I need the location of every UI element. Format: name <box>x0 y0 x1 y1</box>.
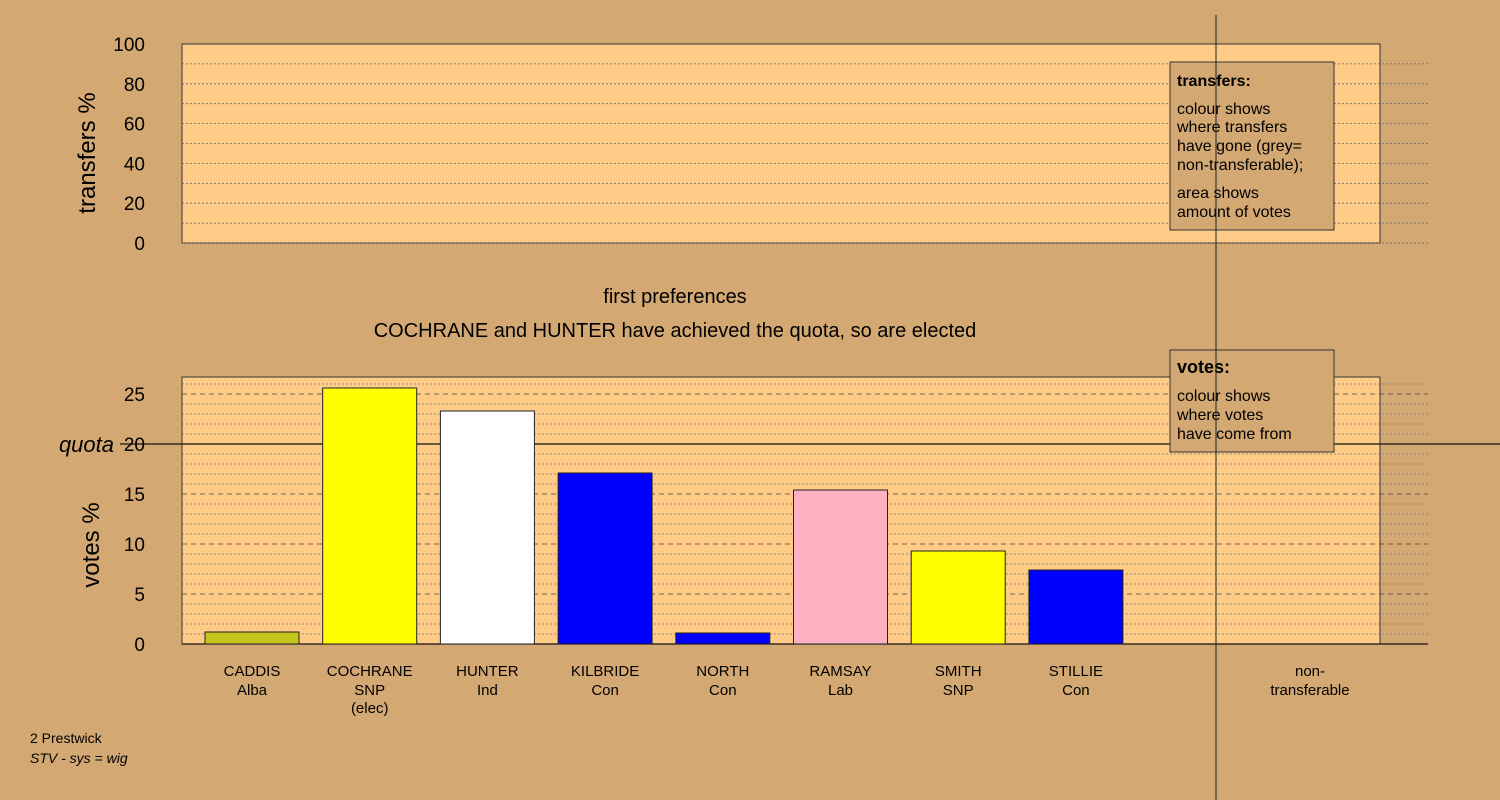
candidate-name: STILLIE <box>1049 663 1103 680</box>
votes-legend-line: where votes <box>1176 407 1263 424</box>
transfers-legend-line: non-transferable); <box>1177 157 1303 174</box>
y-tick-label: 60 <box>124 115 145 136</box>
votes-legend-box <box>1169 349 1335 453</box>
transfers-legend-line: where transfers <box>1176 119 1287 136</box>
chart-title: first preferences <box>603 286 746 308</box>
y-tick-label: 0 <box>134 635 145 656</box>
bar-caddis <box>204 631 300 645</box>
y-tick-label: 10 <box>124 535 145 556</box>
candidate-party: SNP <box>354 682 385 699</box>
y-tick-label: 20 <box>124 194 145 215</box>
candidate-party: Alba <box>237 682 268 699</box>
transfers-y-ticks: 0 20 40 60 80 100 <box>113 35 145 255</box>
votes-legend: votes: colour shows where votes have com… <box>1169 349 1335 453</box>
bar-north <box>675 632 771 645</box>
y-tick-label: 0 <box>134 234 145 255</box>
y-tick-label: 25 <box>124 385 145 406</box>
candidate-name: HUNTER <box>456 663 519 680</box>
y-tick-label: 5 <box>134 585 145 606</box>
transfers-legend-line: amount of votes <box>1177 204 1291 221</box>
candidate-party: Con <box>709 682 737 699</box>
y-tick-label: 40 <box>124 154 145 175</box>
footer-system: STV - sys = wig <box>30 750 128 766</box>
transfers-legend-title: transfers: <box>1177 73 1251 90</box>
quota-label: quota <box>59 432 114 457</box>
y-tick-label: 15 <box>124 485 145 506</box>
y-tick-label: 20 <box>124 435 145 456</box>
candidate-name: KILBRIDE <box>571 663 639 680</box>
y-tick-label: 100 <box>113 35 145 56</box>
bar-cochrane <box>322 387 418 645</box>
transfers-legend-line: colour shows <box>1177 101 1270 118</box>
candidate-name: SMITH <box>935 663 982 680</box>
votes-legend-line: colour shows <box>1177 388 1270 405</box>
candidate-labels: CADDISAlbaCOCHRANESNP(elec)HUNTERIndKILB… <box>224 663 1103 717</box>
transfers-legend-line: area shows <box>1177 185 1259 202</box>
votes-legend-line: have come from <box>1177 426 1292 443</box>
candidate-name: CADDIS <box>224 663 281 680</box>
transfers-legend: transfers: colour shows where transfers … <box>1169 61 1335 231</box>
votes-y-axis-label: votes % <box>78 502 105 587</box>
transfers-y-axis-label: transfers % <box>74 92 101 213</box>
votes-bars <box>204 387 1124 645</box>
transfers-legend-line: have gone (grey= <box>1177 138 1302 155</box>
bar-kilbride <box>557 472 653 645</box>
footer-ward: 2 Prestwick <box>30 730 103 746</box>
nontransferable-label: transferable <box>1270 682 1349 699</box>
votes-y-ticks: 0 5 10 15 20 25 <box>124 385 145 656</box>
candidate-party: Lab <box>828 682 853 699</box>
bar-hunter <box>439 410 535 645</box>
candidate-name: COCHRANE <box>327 663 413 680</box>
y-tick-label: 80 <box>124 75 145 96</box>
candidate-party: Con <box>591 682 619 699</box>
bar-ramsay <box>793 489 888 645</box>
bar-stillie <box>1028 569 1124 645</box>
chart-subtitle: COCHRANE and HUNTER have achieved the qu… <box>374 320 977 342</box>
candidate-party: SNP <box>943 682 974 699</box>
bar-smith <box>910 550 1006 645</box>
nontransferable-label: non- <box>1295 663 1325 680</box>
transfers-legend-box <box>1169 61 1335 231</box>
candidate-note: (elec) <box>351 700 389 717</box>
transfers-panel: 0 20 40 60 80 100 transfers % transfers: colo… <box>74 35 1428 255</box>
candidate-party: Ind <box>477 682 498 699</box>
candidate-name: NORTH <box>696 663 749 680</box>
candidate-party: Con <box>1062 682 1090 699</box>
candidate-name: RAMSAY <box>809 663 871 680</box>
votes-legend-title: votes: <box>1177 357 1230 377</box>
